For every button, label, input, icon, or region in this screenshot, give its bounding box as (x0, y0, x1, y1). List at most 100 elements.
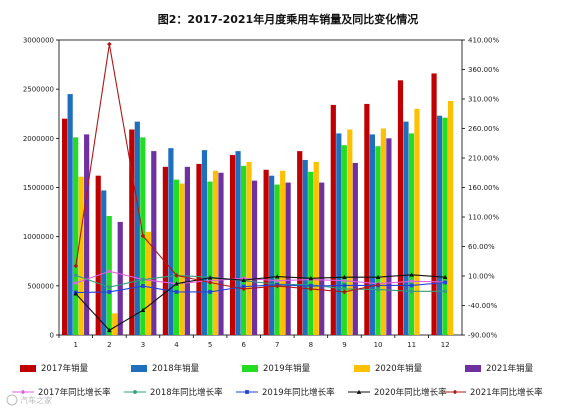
legend-label: 2021年销量 (486, 363, 534, 374)
bar (201, 150, 208, 335)
y2-tick-label: 310.00% (468, 96, 499, 104)
x-tick-label: 12 (441, 341, 450, 349)
line-marker (107, 290, 112, 294)
line-marker (208, 290, 213, 294)
bar (67, 94, 73, 335)
line-marker (73, 263, 79, 269)
bar (308, 171, 314, 335)
line-marker (245, 390, 249, 394)
bar (84, 134, 90, 335)
bar (313, 161, 319, 335)
bar (240, 165, 247, 335)
line-marker (274, 274, 280, 279)
bar (341, 145, 347, 335)
bar (447, 100, 454, 335)
bar (386, 138, 392, 335)
bar (442, 117, 448, 335)
legend-swatch (20, 365, 36, 372)
y2-tick-label: 410.00% (468, 37, 499, 45)
line-marker (20, 389, 26, 395)
line-marker (241, 277, 247, 282)
bar (263, 169, 269, 335)
line-marker (375, 282, 381, 288)
x-tick-label: 3 (141, 341, 145, 349)
x-tick-label: 5 (208, 341, 212, 349)
bar (274, 184, 280, 335)
bar (117, 221, 123, 335)
y2-tick-label: -40.00% (468, 302, 498, 310)
bar (251, 180, 258, 335)
bar (179, 183, 185, 335)
x-tick-label: 8 (309, 341, 313, 349)
legend-swatch (131, 365, 147, 372)
bar (184, 166, 190, 335)
x-tick-label: 9 (342, 341, 346, 349)
line-marker (241, 284, 246, 289)
legend-label: 2017年销量 (41, 363, 89, 374)
bar (73, 137, 79, 335)
y2-tick-label: 110.00% (468, 214, 499, 222)
line-marker (73, 273, 78, 278)
line-marker (409, 283, 414, 288)
x-tick-label: 11 (407, 341, 416, 349)
line-marker (409, 279, 414, 284)
line-marker (107, 327, 112, 333)
legend: 2017年销量 2018年销量 2019年销量 2020年销量 2021年销量 2017年… (12, 363, 543, 398)
legend-label: 2019年销量 (263, 363, 311, 374)
bar (162, 166, 168, 335)
line-marker (274, 278, 280, 284)
line-marker (376, 287, 380, 292)
bar (246, 161, 252, 335)
bar (235, 151, 241, 335)
line-marker (452, 389, 458, 395)
line-marker (375, 274, 381, 280)
bar (380, 128, 386, 335)
legend-swatch (242, 365, 258, 372)
line-marker (342, 287, 347, 291)
bar (330, 104, 336, 336)
line-marker (140, 307, 146, 313)
x-tick-label: 7 (275, 341, 279, 349)
bar (145, 231, 151, 335)
line-marker (133, 390, 137, 394)
bar (403, 121, 409, 335)
bar (106, 216, 112, 335)
bar (196, 163, 202, 335)
line-marker (141, 277, 145, 282)
bar (319, 182, 325, 335)
y2-tick-label: 160.00% (468, 184, 499, 192)
line-marker (207, 280, 213, 285)
line-marker (443, 289, 448, 294)
line-marker (241, 286, 247, 292)
x-tick-label: 1 (74, 341, 78, 349)
bar (302, 159, 308, 335)
line-marker (174, 273, 179, 278)
bar (212, 170, 219, 335)
bar (285, 182, 291, 335)
series-line (75, 274, 446, 331)
legend-label: 2020年同比增长率 (374, 387, 447, 398)
bar (297, 151, 303, 335)
series-line (75, 274, 446, 292)
line-marker (174, 290, 179, 294)
y-tick-label: 1500000 (23, 184, 54, 192)
line-marker (443, 280, 448, 285)
bar (375, 146, 381, 335)
x-tick-label: 10 (374, 341, 383, 349)
bar (347, 129, 353, 335)
bar (431, 73, 437, 335)
legend-label: 2018年同比增长率 (150, 387, 223, 398)
y-tick-label: 3000000 (23, 37, 54, 45)
bar (101, 190, 107, 335)
line-marker (107, 285, 112, 290)
y2-tick-label: 10.00% (468, 273, 495, 281)
bar (151, 151, 157, 335)
line-marker (73, 280, 79, 286)
line-marker (308, 276, 314, 281)
series-line (75, 270, 446, 285)
x-tick-label: 6 (241, 341, 246, 349)
y2-tick-label: 260.00% (468, 125, 499, 133)
y-tick-label: 2500000 (23, 86, 54, 94)
line-marker (174, 281, 179, 286)
